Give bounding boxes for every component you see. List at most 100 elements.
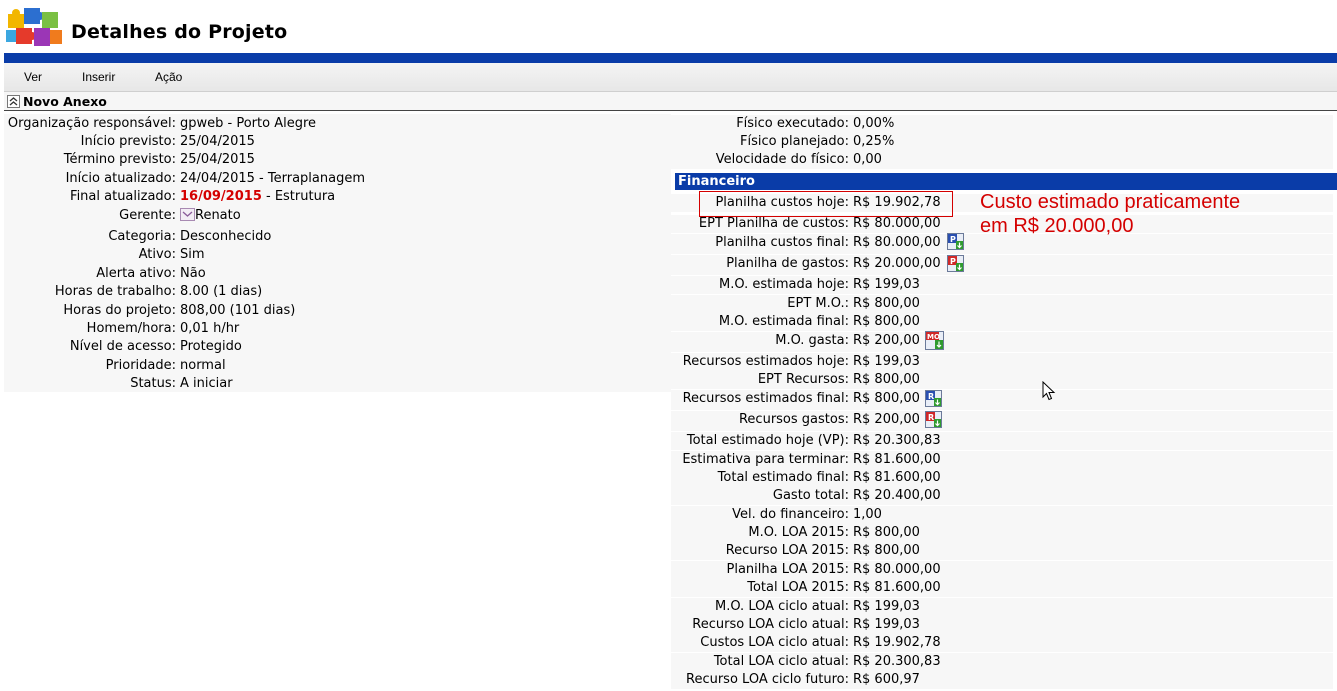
detail-label: Prioridade: [105,358,176,373]
labor-mo-icon[interactable]: MO [925,331,944,350]
fin-row: Planilha LOA 2015: R$ 80.000,00 [671,561,1333,579]
resource-r-red-icon[interactable]: R [925,411,942,428]
fin-label: Recursos estimados hoje: [682,354,849,369]
detail-row-start-planned: Início previsto: 25/04/2015 [4,133,671,151]
fin-label: Total LOA ciclo atual: [713,654,849,669]
fin-value: R$ 81.600,00 [853,452,941,467]
fin-value: R$ 81.600,00 [853,470,941,485]
fin-value: R$ 20.000,00 [853,256,941,271]
fin-label: M.O. estimada hoje: [719,277,849,292]
detail-value: Não [180,266,206,281]
annotation-line-2: em R$ 20.000,00 [980,215,1134,237]
user-dropdown-icon[interactable] [180,208,195,221]
detail-row-work-hours: Horas de trabalho: 8.00 (1 dias) [4,283,671,301]
collapse-up-icon[interactable] [7,95,20,108]
fin-label: Estimativa para terminar: [682,452,849,467]
fin-row: Planilha custos hoje: R$ 19.902,78 [671,194,1333,212]
fin-label: Planilha custos hoje: [715,195,849,210]
detail-value: 24/04/2015 - Terraplanagem [180,171,365,186]
detail-value: normal [180,358,226,373]
detail-label: Início previsto: [80,134,176,149]
detail-label: Homem/hora: [86,321,176,336]
fin-label: Total estimado final: [717,470,849,485]
fin-value: R$ 80.000,00 [853,235,941,250]
fin-row: Recurso LOA ciclo futuro: R$ 600,97 [671,671,1333,689]
detail-value: 8.00 (1 dias) [180,284,263,299]
detail-value: Desconhecido [180,229,272,244]
fin-value: R$ 199,03 [853,599,920,614]
spreadsheet-p-icon[interactable]: P [947,233,964,250]
fin-label: EPT Planilha de custos: [698,216,849,231]
fin-label: Recursos estimados final: [682,391,849,406]
fin-row: Recurso LOA 2015: R$ 800,00 [671,542,1333,560]
fin-value: R$ 200,00 [853,412,920,427]
fin-row: M.O. LOA ciclo atual: R$ 199,03 [671,598,1333,616]
fin-row: Planilha custos final: R$ 80.000,00 [671,234,1333,254]
resource-r-icon[interactable]: R [925,390,942,407]
fin-row: Gasto total: R$ 20.400,00 [671,487,1333,505]
fin-label: EPT M.O.: [787,296,849,311]
fin-row: Total LOA ciclo atual: R$ 20.300,83 [671,653,1333,671]
fin-label: M.O. LOA 2015: [748,525,849,540]
detail-row-start-updated: Início atualizado: 24/04/2015 - Terrapla… [4,170,671,188]
physical-label: Velocidade do físico: [715,152,849,167]
fin-label: Recurso LOA 2015: [725,543,849,558]
fin-label: M.O. LOA ciclo atual: [715,599,849,614]
financial-section-header: Financeiro [675,173,1337,190]
fin-label: Recursos gastos: [738,412,849,427]
highlight-box [699,191,953,217]
detail-value: Renato [180,207,241,225]
detail-value: A iniciar [180,376,233,391]
svg-text:MO: MO [927,333,940,341]
fin-value: R$ 80.000,00 [853,562,941,577]
menu-bar: Ver Inserir Ação [4,63,1337,92]
fin-value: R$ 199,03 [853,277,920,292]
detail-row-status: Status: A iniciar [4,375,671,393]
fin-label: Custos LOA ciclo atual: [700,635,849,650]
fin-row: Total LOA 2015: R$ 81.600,00 [671,579,1333,597]
fin-value: R$ 800,00 [853,391,920,406]
header-divider [4,53,1337,63]
spreadsheet-p-red-icon[interactable]: P [947,255,964,272]
detail-row-access-level: Nível de acesso: Protegido [4,338,671,356]
physical-label: Físico planejado: [740,134,849,149]
detail-label: Início atualizado: [65,171,176,186]
menu-inserir[interactable]: Inserir [82,70,116,84]
fin-label: Planilha custos final: [715,235,849,250]
physical-row-planned: Físico planejado: 0,25% [671,133,1333,151]
fin-value: R$ 199,03 [853,617,920,632]
fin-row: Custos LOA ciclo atual: R$ 19.902,78 [671,634,1333,652]
menu-acao[interactable]: Ação [155,70,183,84]
page-title: Detalhes do Projeto [71,21,288,43]
detail-row-manager: Gerente: Renato [4,207,671,225]
detail-row-active: Ativo: Sim [4,246,671,264]
fin-value: R$ 600,97 [853,672,920,687]
fin-value: R$ 20.400,00 [853,488,941,503]
fin-row: M.O. estimada final: R$ 800,00 [671,313,1333,331]
detail-label: Horas de trabalho: [54,284,176,299]
fin-row: EPT M.O.: R$ 800,00 [671,295,1333,313]
detail-row-man-hour: Homem/hora: 0,01 h/hr [4,320,671,338]
fin-value: R$ 81.600,00 [853,580,941,595]
end-date-highlight: 16/09/2015 [180,189,262,204]
fin-label: M.O. gasta: [775,333,849,348]
fin-label: Total estimado hoje (VP): [686,433,849,448]
section-title: Novo Anexo [23,94,107,109]
fin-row: Vel. do financeiro: 1,00 [671,506,1333,524]
fin-value: R$ 800,00 [853,314,920,329]
fin-value: R$ 20.300,83 [853,654,941,669]
menu-ver[interactable]: Ver [24,70,43,84]
fin-value: 1,00 [853,507,882,522]
physical-value: 0,00% [853,116,895,131]
fin-row: Estimativa para terminar: R$ 81.600,00 [671,451,1333,469]
manager-name[interactable]: Renato [195,208,241,223]
svg-text:P: P [950,257,956,266]
detail-row-category: Categoria: Desconhecido [4,228,671,246]
fin-label: Vel. do financeiro: [732,507,849,522]
fin-row: Total estimado hoje (VP): R$ 20.300,83 [671,432,1333,450]
fin-row: EPT Planilha de custos: R$ 80.000,00 [671,215,1333,233]
fin-row: M.O. estimada hoje: R$ 199,03 [671,276,1333,294]
physical-row-speed: Velocidade do físico: 0,00 [671,151,1333,169]
fin-value: R$ 800,00 [853,525,920,540]
fin-value: R$ 80.000,00 [853,216,941,231]
